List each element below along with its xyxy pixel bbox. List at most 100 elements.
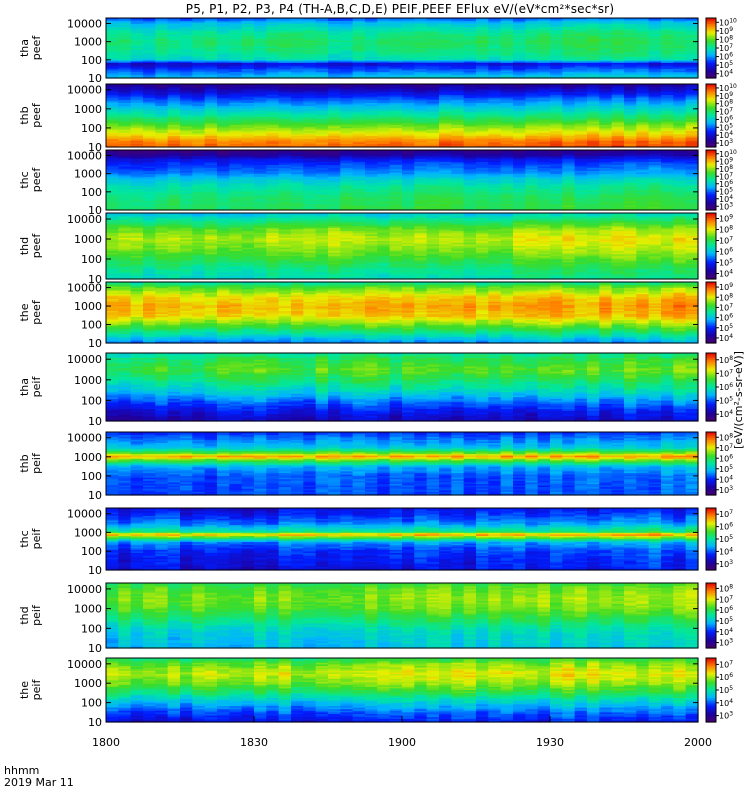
spectrogram-cell [315,24,329,27]
spectrogram-cell [291,72,304,75]
spectrogram-cell [106,46,119,49]
spectrogram-cell [587,57,600,60]
spectrogram-cell [278,36,292,39]
spectrogram-cell [439,67,452,70]
spectrogram-cell [229,73,243,76]
spectrogram-cell [303,60,317,63]
spectrogram-cell [241,40,255,43]
spectrogram-cell [537,45,551,48]
spectrogram-cell [118,43,132,46]
spectrogram-cell [451,60,465,63]
spectrogram-cell [451,28,465,31]
spectrogram-cell [118,63,132,66]
spectrogram-cell [143,63,156,66]
spectrogram-cell [426,24,440,27]
spectrogram-cell [266,54,280,57]
spectrogram-cell [525,30,539,33]
spectrogram-cell [106,69,119,72]
spectrogram-cell [266,66,280,69]
spectrogram-cell [291,54,304,57]
spectrogram-cell [439,57,452,60]
spectrogram-cell [476,66,489,69]
spectrogram-cell [414,49,428,52]
spectrogram-cell [500,49,514,52]
spectrogram-cell [254,21,267,24]
colorbar-tick-label: 103 [719,138,733,148]
spectrogram-cell [365,45,378,48]
spectrogram-cell [118,52,132,55]
spectrogram-cell [365,43,378,46]
spectrogram-cell [525,19,539,22]
spectrogram-cell [254,31,267,34]
spectrogram-cell [513,39,526,42]
spectrogram-cell [118,24,132,27]
spectrogram-cell [500,39,514,42]
spectrogram-cell [278,43,292,46]
spectrogram-cell [291,69,304,72]
spectrogram-cell [426,48,440,51]
spectrogram-cell [365,25,378,28]
spectrogram-cell [587,31,600,34]
spectrogram-cell [229,61,243,64]
spectrogram-cell [204,57,218,60]
spectrogram-cell [476,58,489,61]
spectrogram-cell [402,63,415,66]
spectrogram-cell [488,19,502,22]
spectrogram-cell [587,24,600,27]
spectrogram-cell [451,49,465,52]
spectrogram-cell [537,31,551,34]
spectrogram-cell [389,43,403,46]
spectrogram-cell [130,72,144,75]
spectrogram-cell [254,49,267,52]
spectrogram-cell [266,40,280,43]
spectrogram-cell [587,52,600,55]
spectrogram-cell [204,43,218,46]
spectrogram-cell [377,64,391,67]
spectrogram-cell [562,72,576,75]
spectrogram-cell [537,24,551,27]
spectrogram-cell [513,55,526,58]
spectrogram-cell [278,73,292,76]
spectrogram-cell [414,54,428,57]
spectrogram-cell [402,46,415,49]
spectrogram-cell [451,30,465,33]
spectrogram-cell [377,58,391,61]
spectrogram-cell [463,33,477,36]
spectrogram-cell [599,57,613,60]
spectrogram-cell [377,48,391,51]
spectrogram-cell [278,46,292,49]
spectrogram-cell [266,30,280,33]
spectrogram-cell [513,25,526,28]
spectrogram-cell [241,24,255,27]
spectrogram-cell [365,21,378,24]
spectrogram-cell [143,67,156,70]
spectrogram-cell [365,60,378,63]
spectrogram-cell [451,54,465,57]
spectrogram-cell [106,45,119,48]
spectrogram-cell [587,60,600,63]
spectrogram-cell [241,61,255,64]
spectrogram-cell [278,72,292,75]
spectrogram-cell [266,73,280,76]
spectrogram-cell [278,61,292,64]
spectrogram-cell [254,51,267,54]
spectrogram-cell [278,60,292,63]
spectrogram-cell [562,36,576,39]
spectrogram-cell [402,60,415,63]
spectrogram-cell [587,70,600,73]
spectrogram-cell [488,36,502,39]
spectrogram-cell [155,27,169,30]
spectrogram-cell [365,75,378,78]
spectrogram-cell [488,57,502,60]
spectrogram-cell [192,21,206,24]
spectrogram-cell [118,72,132,75]
spectrogram-cell [389,51,403,54]
spectrogram-cell [315,49,329,52]
spectrogram-cell [550,75,563,78]
spectrogram-cell [229,18,243,21]
spectrogram-cell [525,52,539,55]
spectrogram-cell [599,51,613,54]
